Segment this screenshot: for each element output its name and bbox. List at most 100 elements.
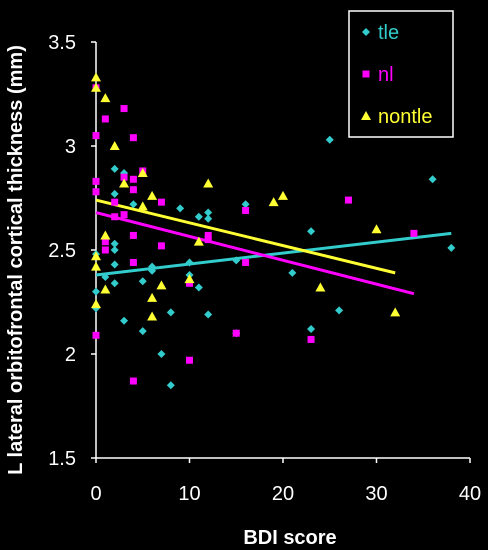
data-point-tle xyxy=(204,208,213,217)
data-point-nl xyxy=(157,242,165,250)
data-point-nontle xyxy=(147,292,158,302)
data-point-nontle xyxy=(100,284,111,294)
data-point-nl xyxy=(120,211,128,219)
data-point-nl xyxy=(186,279,193,287)
x-tick-label: 0 xyxy=(90,483,101,505)
data-point-tle xyxy=(157,350,166,358)
trendline-nontle xyxy=(95,198,396,275)
x-tick-label: 40 xyxy=(459,483,481,505)
data-point-nl xyxy=(232,329,240,337)
legend-marker-nl xyxy=(362,70,370,78)
trendline-nl xyxy=(95,211,415,296)
x-tick-label: 30 xyxy=(365,483,387,505)
data-point-nl xyxy=(410,229,418,237)
data-point-tle xyxy=(110,164,119,173)
data-point-tle xyxy=(194,283,203,292)
data-point-nontle xyxy=(119,178,130,188)
axis-ticks xyxy=(91,41,471,463)
data-point-nl xyxy=(129,186,137,194)
x-tick-label: 10 xyxy=(178,483,200,505)
data-point-nontle xyxy=(109,141,120,150)
data-point-tle xyxy=(176,204,185,213)
data-point-tle xyxy=(288,268,297,277)
data-point-nl xyxy=(242,258,250,266)
data-point-tle xyxy=(185,258,194,267)
data-point-nontle xyxy=(147,311,158,321)
data-point-tle xyxy=(101,273,110,282)
x-tick-label: 20 xyxy=(272,483,294,505)
data-point-nontle xyxy=(91,72,101,82)
data-point-tle xyxy=(307,325,316,334)
y-tick-label: 2 xyxy=(65,344,76,366)
data-point-tle xyxy=(325,135,334,144)
data-point-tle xyxy=(110,260,119,269)
data-point-nl xyxy=(129,258,137,266)
data-point-nl xyxy=(129,134,137,142)
data-point-tle xyxy=(166,308,175,317)
data-point-nontle xyxy=(137,201,148,211)
data-point-nl xyxy=(204,236,212,244)
data-point-tle xyxy=(232,256,241,265)
data-point-tle xyxy=(92,287,100,296)
legend-label-tle: tle xyxy=(378,22,399,44)
data-point-nontle xyxy=(147,190,158,200)
y-tick-label: 1.5 xyxy=(48,448,76,470)
data-point-tle xyxy=(120,316,129,325)
data-point-tle xyxy=(148,266,157,275)
data-point-tle xyxy=(110,279,119,288)
data-point-nl xyxy=(101,238,109,246)
legend-marker-nontle xyxy=(361,111,371,120)
data-point-nontle xyxy=(184,274,195,284)
legend-markers xyxy=(361,28,371,120)
data-point-tle xyxy=(335,306,344,315)
data-point-nl xyxy=(129,231,137,239)
data-point-nl xyxy=(101,115,109,123)
data-point-tle xyxy=(110,189,119,198)
data-point-tle xyxy=(148,262,157,271)
data-point-nontle xyxy=(137,168,148,178)
data-point-tle xyxy=(241,200,250,209)
data-point-tle xyxy=(138,277,147,286)
data-point-tle xyxy=(428,175,437,184)
data-point-nl xyxy=(92,188,100,196)
data-point-nontle xyxy=(268,197,279,207)
data-point-tle xyxy=(166,381,175,390)
data-point-nl xyxy=(129,377,137,385)
data-point-nontle xyxy=(371,224,382,234)
data-point-nontle xyxy=(100,93,111,103)
axis-tick-labels: 0 10 20 30 40 1.5 2 2.5 3 3.5 xyxy=(48,32,481,505)
data-point-nl xyxy=(120,105,128,113)
data-points xyxy=(91,72,456,390)
y-tick-label: 3.5 xyxy=(48,32,76,54)
data-point-nl xyxy=(92,177,100,185)
data-point-tle xyxy=(447,243,456,252)
data-point-tle xyxy=(138,327,147,336)
legend-label-nl: nl xyxy=(378,64,394,86)
data-point-nl xyxy=(186,356,193,364)
data-point-nl xyxy=(111,213,119,221)
legend-marker-tle xyxy=(362,28,370,36)
data-point-nl xyxy=(242,206,250,214)
y-tick-label: 3 xyxy=(65,136,76,158)
data-point-tle xyxy=(110,239,119,248)
data-point-tle xyxy=(110,246,119,254)
data-point-tle xyxy=(129,200,138,209)
data-point-nontle xyxy=(156,280,167,290)
data-point-nl xyxy=(157,198,165,206)
data-point-nl xyxy=(204,231,212,239)
y-axis-title: L lateral orbitofrontal cortical thickne… xyxy=(5,45,27,475)
data-point-nl xyxy=(101,246,109,254)
legend: tle nl nontle xyxy=(348,10,454,138)
data-point-tle xyxy=(204,214,213,223)
data-point-nl xyxy=(120,173,128,181)
data-point-nontle xyxy=(278,190,288,200)
y-tick-label: 2.5 xyxy=(48,240,76,262)
data-point-nl xyxy=(92,132,100,140)
data-point-nl xyxy=(129,175,137,183)
data-point-nontle xyxy=(91,299,101,309)
data-point-nontle xyxy=(91,251,101,261)
data-point-nontle xyxy=(193,236,204,246)
data-point-nl xyxy=(92,331,100,339)
data-point-nontle xyxy=(390,307,401,317)
